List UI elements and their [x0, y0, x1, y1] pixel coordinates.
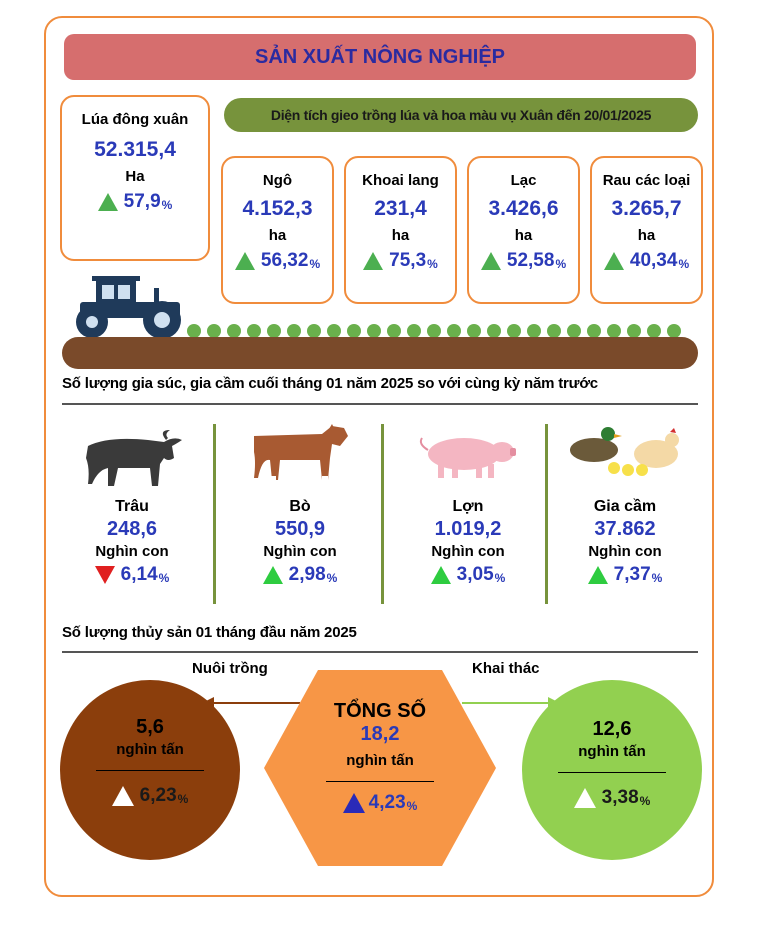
- livestock-label: Bò: [289, 498, 311, 515]
- livestock-value: 550,9: [274, 518, 326, 540]
- total-change: 4,23%: [262, 792, 498, 814]
- divider: [381, 424, 384, 604]
- triangle-up-icon: [430, 566, 451, 584]
- livestock-trau: Trâu 248,6 Nghìn con 6,14%: [62, 498, 202, 586]
- crop-unit: ha: [514, 227, 533, 244]
- catch-unit: nghìn tấn: [578, 743, 646, 760]
- cow-icon: [254, 424, 348, 480]
- livestock-change: 3,05%: [398, 564, 538, 586]
- triangle-up-icon: [603, 252, 624, 270]
- livestock-change: 7,37%: [555, 564, 695, 586]
- livestock-change: 2,98%: [230, 564, 370, 586]
- infographic-frame: [44, 16, 714, 897]
- rice-card: Lúa đông xuân 52.315,4 Ha 57,9%: [60, 95, 210, 261]
- crop-card-lac: Lạc 3.426,6 ha 52,58%: [467, 156, 580, 304]
- livestock-bo: Bò 550,9 Nghìn con 2,98%: [230, 498, 370, 586]
- crop-value: 231,4: [374, 197, 427, 220]
- total-block: TỔNG SỐ 18,2 nghìn tấn 4,23%: [262, 700, 498, 814]
- crop-change: 75,3%: [346, 250, 455, 272]
- livestock-change: 6,14%: [62, 564, 202, 586]
- page-title: SẢN XUẤT NÔNG NGHIỆP: [64, 34, 696, 80]
- divider: [62, 651, 698, 653]
- catch-label: Khai thác: [472, 660, 540, 677]
- aquaculture-unit: nghìn tấn: [116, 741, 184, 758]
- rice-label: Lúa đông xuân: [81, 111, 189, 128]
- triangle-down-icon: [94, 566, 115, 584]
- livestock-label: Trâu: [115, 498, 149, 515]
- triangle-up-icon: [573, 788, 596, 808]
- divider: [96, 770, 204, 771]
- crop-label: Khoai lang: [362, 172, 439, 189]
- rice-change: 57,9%: [62, 191, 208, 213]
- triangle-up-icon: [363, 252, 384, 270]
- total-value: 18,2: [360, 723, 400, 745]
- aquaculture-circle: 5,6 nghìn tấn 6,23%: [60, 680, 240, 860]
- poultry-icon: [570, 427, 679, 476]
- crop-card-khoai-lang: Khoai lang 231,4 ha 75,3%: [344, 156, 457, 304]
- divider: [558, 772, 666, 773]
- triangle-up-icon: [234, 252, 255, 270]
- catch-value: 12,6: [592, 718, 632, 740]
- rice-unit: Ha: [125, 168, 145, 185]
- livestock-unit: Nghìn con: [588, 543, 662, 560]
- livestock-label: Lợn: [452, 498, 484, 515]
- total-hexagon: [264, 670, 496, 866]
- livestock-value: 248,6: [106, 518, 158, 540]
- rice-value: 52.315,4: [94, 138, 176, 161]
- tractor-icon: [76, 276, 181, 339]
- crop-unit: ha: [268, 227, 287, 244]
- triangle-up-icon: [480, 252, 501, 270]
- crop-unit: ha: [391, 227, 410, 244]
- livestock-gia-cam: Gia cầm 37.862 Nghìn con 7,37%: [555, 498, 695, 586]
- divider: [213, 424, 216, 604]
- soil-strip: [62, 337, 698, 369]
- livestock-unit: Nghìn con: [95, 543, 169, 560]
- buffalo-icon: [86, 430, 182, 486]
- aquaculture-value: 5,6: [136, 716, 164, 738]
- plant-row: [187, 324, 681, 338]
- crop-label: Rau các loại: [602, 172, 691, 189]
- livestock-value: 1.019,2: [434, 518, 502, 540]
- pig-icon: [419, 437, 516, 478]
- livestock-unit: Nghìn con: [263, 543, 337, 560]
- divider: [326, 781, 434, 782]
- triangle-up-icon: [587, 566, 608, 584]
- aquaculture-change: 6,23%: [60, 785, 240, 807]
- crop-label: Lạc: [510, 172, 537, 189]
- catch-change: 3,38%: [522, 787, 702, 809]
- crop-value: 3.426,6: [488, 197, 559, 220]
- crop-card-ngo: Ngô 4.152,3 ha 56,32%: [221, 156, 334, 304]
- catch-circle: 12,6 nghìn tấn 3,38%: [522, 680, 702, 860]
- crop-card-rau: Rau các loại 3.265,7 ha 40,34%: [590, 156, 703, 304]
- crop-value: 3.265,7: [611, 197, 682, 220]
- livestock-value: 37.862: [594, 518, 656, 540]
- livestock-unit: Nghìn con: [431, 543, 505, 560]
- livestock-label: Gia cầm: [593, 498, 657, 515]
- divider: [545, 424, 548, 604]
- crop-change: 52,58%: [469, 250, 578, 272]
- total-unit: nghìn tấn: [346, 752, 414, 769]
- aquaculture-label: Nuôi trồng: [192, 660, 268, 677]
- crops-banner: Diện tích gieo trồng lúa và hoa màu vụ X…: [224, 98, 698, 132]
- livestock-lon: Lợn 1.019,2 Nghìn con 3,05%: [398, 498, 538, 586]
- crop-value: 4.152,3: [242, 197, 313, 220]
- livestock-title: Số lượng gia súc, gia cầm cuối tháng 01 …: [62, 375, 598, 392]
- divider: [62, 403, 698, 405]
- crop-label: Ngô: [262, 172, 293, 189]
- crop-change: 40,34%: [592, 250, 701, 272]
- crop-unit: ha: [637, 227, 656, 244]
- fishery-title: Số lượng thủy sản 01 tháng đầu năm 2025: [62, 624, 357, 641]
- triangle-up-icon: [342, 793, 365, 813]
- crop-change: 56,32%: [223, 250, 332, 272]
- triangle-up-icon: [97, 193, 118, 211]
- triangle-up-icon: [262, 566, 283, 584]
- total-label: TỔNG SỐ: [333, 700, 427, 722]
- triangle-up-icon: [111, 786, 134, 806]
